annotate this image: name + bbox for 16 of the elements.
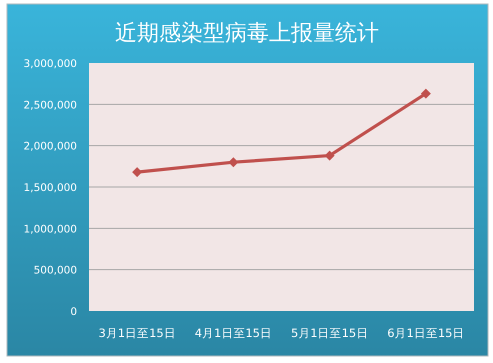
x-tick-label: 6月1日至15日 — [387, 326, 465, 340]
y-tick-label: 2,500,000 — [24, 99, 77, 112]
point — [228, 157, 238, 168]
x-tick-label: 5月1日至15日 — [290, 326, 368, 340]
point — [324, 150, 335, 161]
y-tick-label: 1,500,000 — [24, 182, 77, 194]
y-tick-label: 0 — [70, 306, 77, 318]
y-tick-label: 3,000,000 — [24, 58, 77, 70]
point — [132, 167, 142, 178]
x-tick-label: 3月1日至15日 — [98, 326, 176, 340]
y-tick-label: 2,000,000 — [24, 140, 77, 153]
y-tick-label: 500,000 — [34, 264, 77, 277]
x-tick-label: 4月1日至15日 — [194, 326, 272, 340]
point — [420, 88, 431, 99]
y-tick-label: 1,000,000 — [24, 223, 77, 236]
chart-title: 近期感染型病毒上报量统计 — [115, 21, 379, 46]
